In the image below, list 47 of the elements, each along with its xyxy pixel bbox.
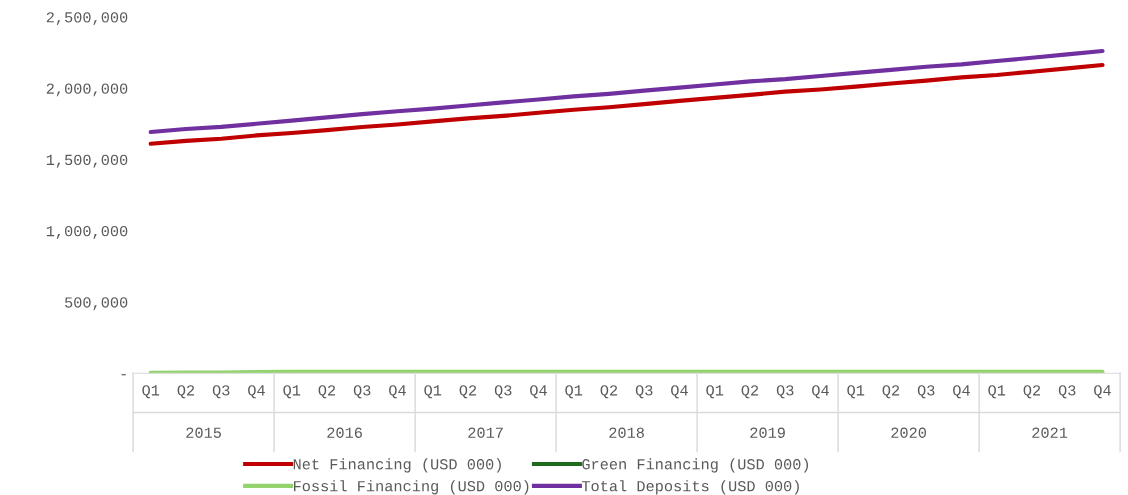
y-tick-label: - [121, 374, 126, 376]
x-tick-label: Q1 [988, 385, 1006, 399]
x-tick-label: Q2 [600, 385, 618, 399]
y-tick-label: 2,000,000 [46, 83, 128, 97]
line-series [148, 48, 1105, 135]
x-tick-label: Q1 [424, 385, 442, 399]
text: 2021 [1032, 427, 1068, 438]
text: 2017 [468, 427, 503, 438]
x-tick-label: Q1 [706, 385, 724, 399]
x-tick-label: Q4 [812, 385, 829, 399]
text: 2016 [327, 427, 362, 438]
x-tick-label: Q4 [248, 385, 265, 399]
y-tick-label: 1,000,000 [46, 225, 128, 239]
x-tick-label: Q3 [917, 385, 935, 399]
legend-label: Fossil Financing (USD 000) [294, 480, 529, 495]
x-tick-label: Q2 [882, 385, 900, 399]
x-tick-label: Q1 [847, 385, 865, 399]
x-tick-label: Q2 [177, 385, 195, 399]
text: 2020 [891, 427, 926, 438]
y-tick-label: 2,500,000 [46, 12, 128, 26]
legend-label: Net Financing (USD 000) [293, 458, 501, 473]
x-tick-label: Q4 [671, 385, 688, 399]
x-tick-label: Q1 [142, 385, 160, 399]
x-tick-label: Q2 [741, 385, 759, 399]
x-tick-label: Q2 [318, 385, 336, 399]
x-tick-label: Q2 [459, 385, 477, 399]
text: 2015 [186, 427, 221, 438]
y-tick-label: 1,500,000 [46, 154, 128, 168]
x-tick-label: Q3 [776, 385, 794, 399]
x-tick-label: Q4 [389, 385, 406, 399]
x-tick-label: Q4 [1094, 385, 1111, 399]
text: 2019 [750, 427, 785, 438]
line-series [148, 62, 1105, 146]
x-tick-label: Q4 [953, 385, 970, 399]
x-tick-label: Q1 [565, 385, 583, 399]
x-tick-label: Q3 [635, 385, 653, 399]
x-tick-label: Q1 [283, 385, 301, 399]
y-tick-label: 500,000 [65, 297, 128, 311]
text: 2018 [609, 427, 644, 438]
x-tick-label: Q4 [530, 385, 547, 399]
x-tick-label: Q2 [1023, 385, 1041, 399]
legend-label: Total Deposits (USD 000) [581, 480, 799, 495]
legend-label: Green Financing (USD 000) [582, 458, 809, 473]
x-tick-label: Q3 [494, 385, 512, 399]
x-tick-label: Q3 [1058, 385, 1076, 399]
x-tick-label: Q3 [353, 385, 371, 399]
x-tick-label: Q3 [212, 385, 230, 399]
